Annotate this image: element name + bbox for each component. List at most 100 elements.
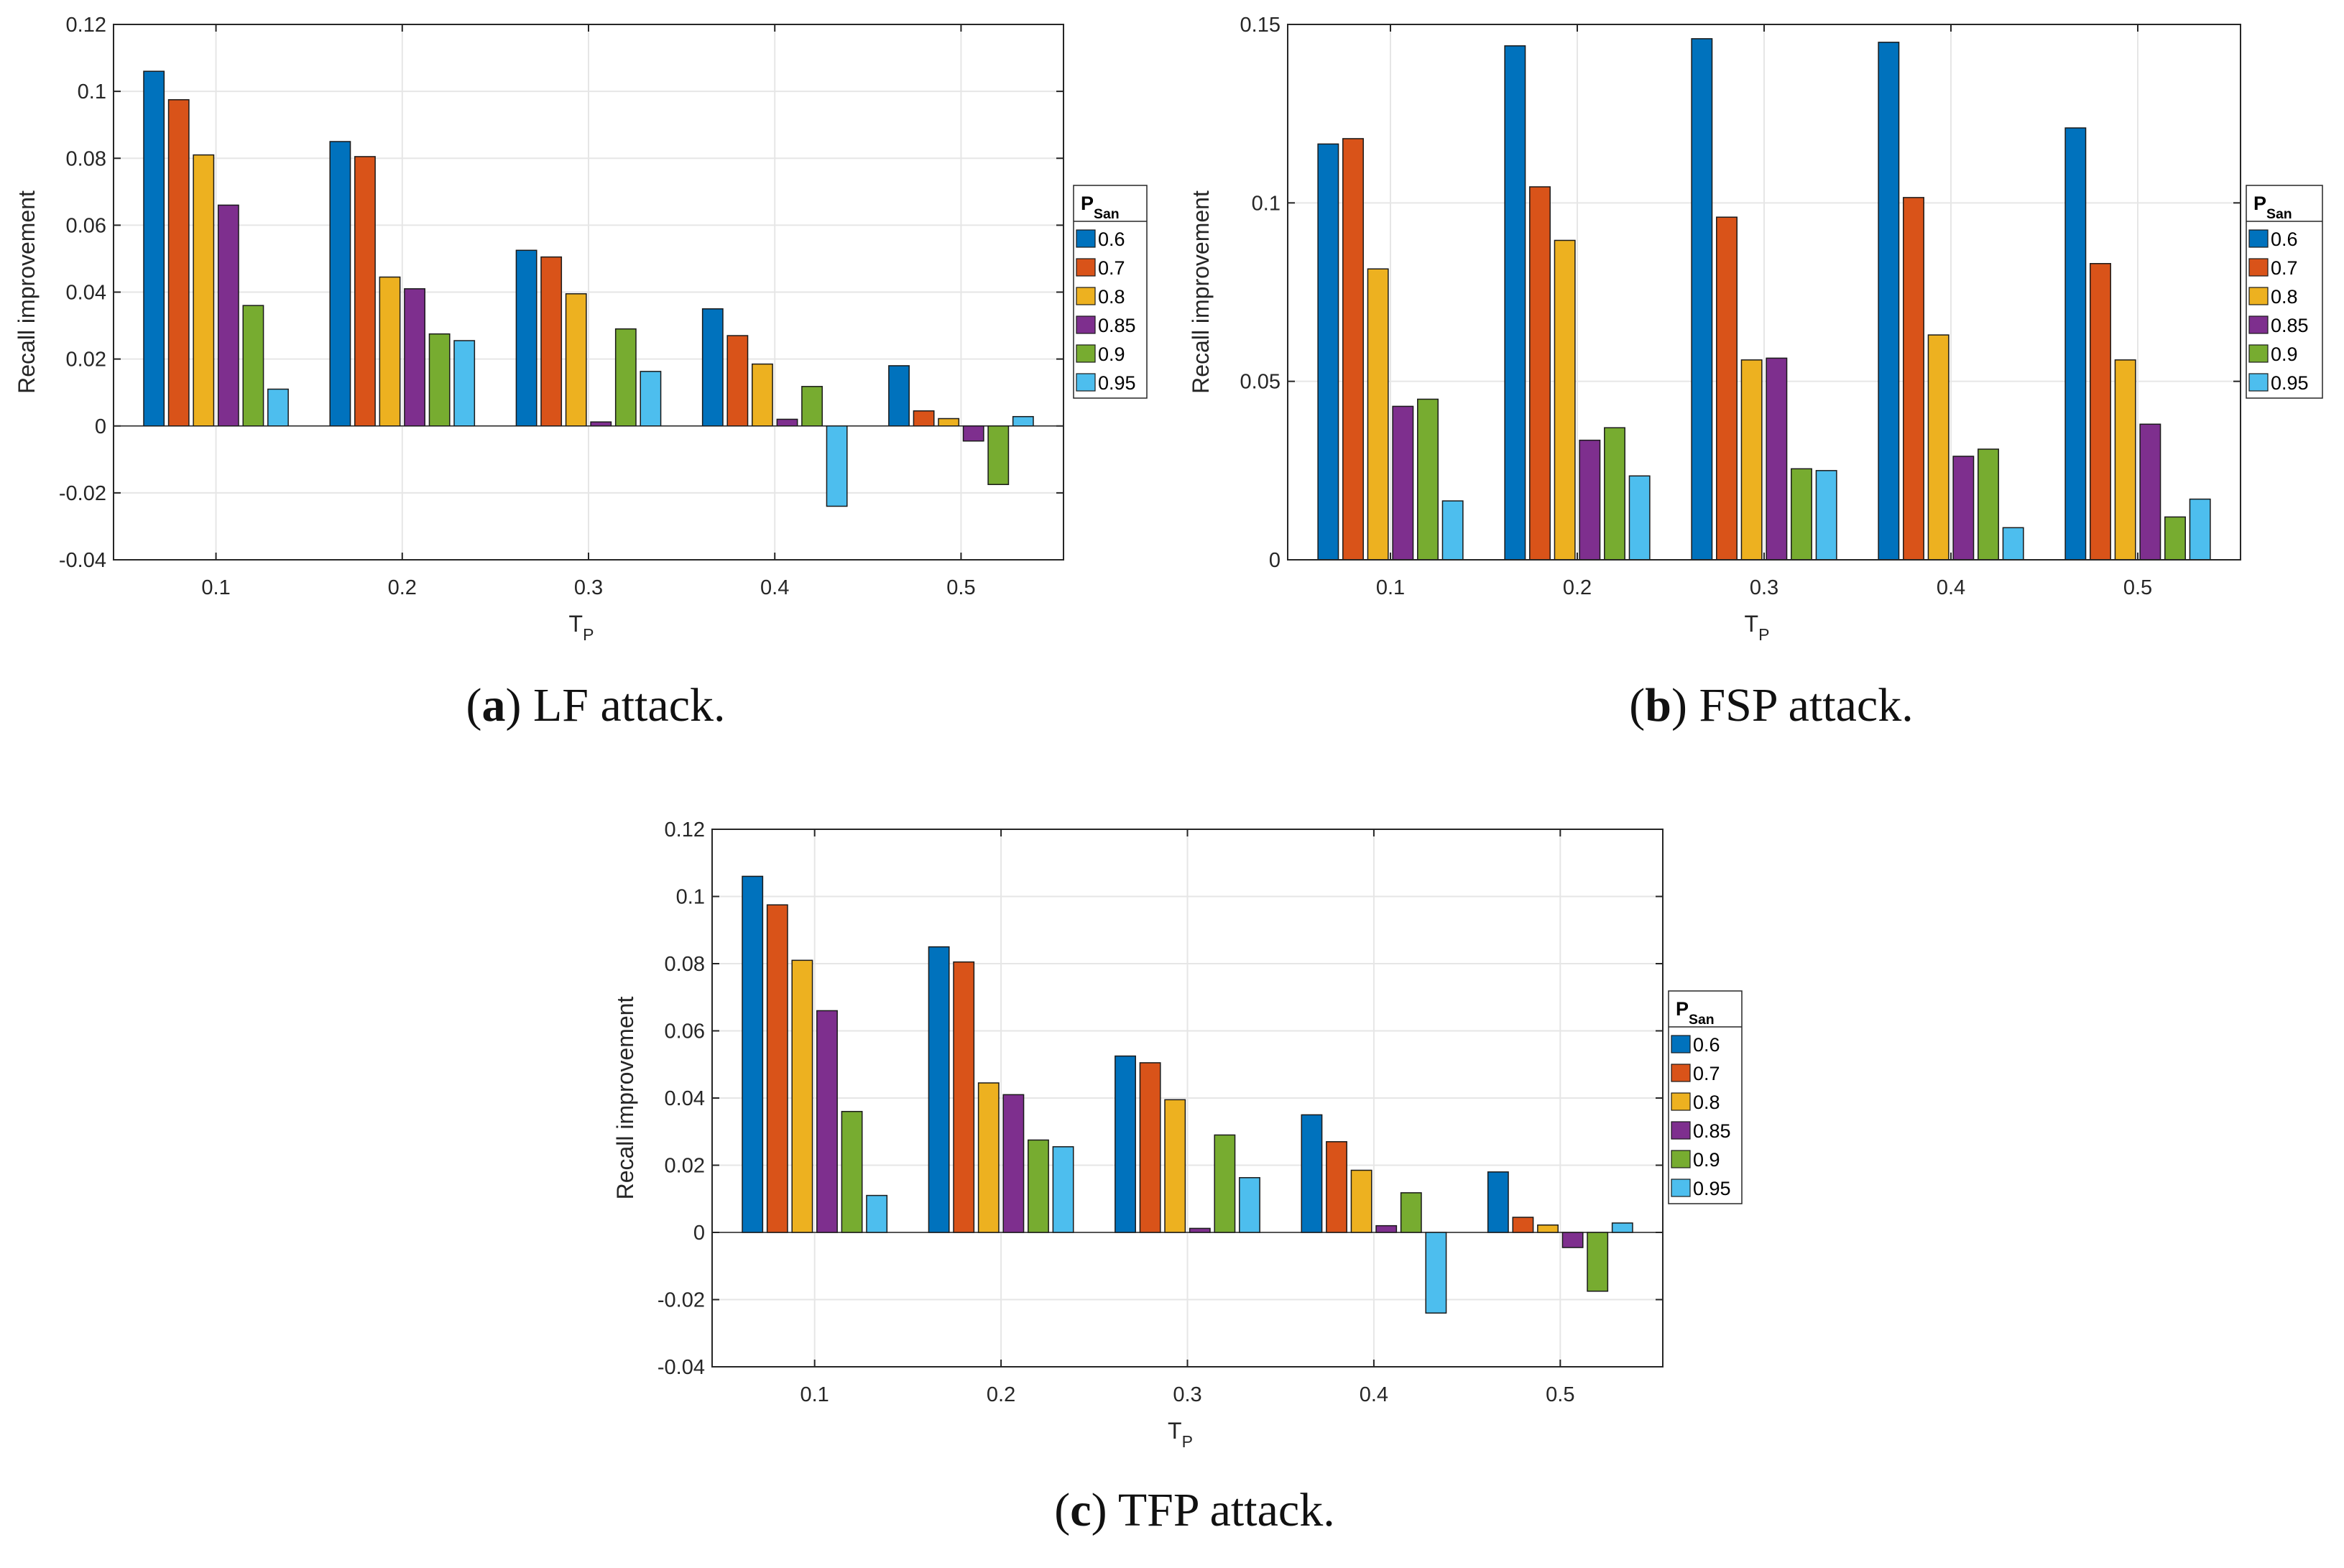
chart-caption: (a) LF attack. <box>466 679 725 732</box>
bar-series-1-cat-3 <box>1326 1141 1347 1233</box>
bar-series-4-cat-2 <box>614 328 637 427</box>
legend-title-sub: San <box>2266 206 2292 222</box>
bar-series-4-cat-4 <box>1587 1232 1609 1292</box>
bar-series-4-cat-1 <box>428 333 451 427</box>
bar-series-0-cat-4 <box>1487 1171 1509 1233</box>
bar-series-3-cat-2 <box>590 421 612 427</box>
bar-series-3-cat-3 <box>1952 456 1975 561</box>
legend-swatch <box>1671 1035 1691 1053</box>
legend: PSan 0.6 0.7 0.8 0.85 0.9 0.95 <box>2246 185 2323 399</box>
bar-series-4-cat-1 <box>1028 1139 1049 1233</box>
bar-series-4-cat-4 <box>2164 516 2186 561</box>
x-axis-label-main: T <box>1745 611 1759 637</box>
bar-series-4-cat-0 <box>1417 398 1439 561</box>
legend-title: PSan <box>1676 998 1715 1028</box>
bar-series-2-cat-0 <box>193 154 215 427</box>
caption-paren-open: ( <box>1629 679 1645 732</box>
y-tick-label: 0.12 <box>665 818 705 841</box>
bar-series-0-cat-3 <box>1301 1114 1323 1233</box>
bar-series-1-cat-1 <box>354 156 376 427</box>
legend-title-sub: San <box>1094 206 1120 222</box>
x-tick-label: 0.5 <box>946 576 975 599</box>
y-tick-label: 0.1 <box>78 80 106 103</box>
legend-title: PSan <box>2253 193 2292 222</box>
bar-series-3-cat-1 <box>1579 439 1601 561</box>
bar-series-5-cat-1 <box>1628 475 1651 561</box>
bar-series-1-cat-4 <box>2090 263 2111 561</box>
bar-series-3-cat-3 <box>776 418 798 427</box>
legend-swatch <box>1671 1092 1691 1111</box>
bar-series-5-cat-3 <box>826 425 848 507</box>
bar-series-3-cat-4 <box>962 425 984 442</box>
caption-paren-open: ( <box>1054 1484 1070 1536</box>
legend-entry: 0.95 <box>1693 1178 1731 1199</box>
bar-series-2-cat-1 <box>379 276 401 427</box>
bar-series-1-cat-0 <box>1342 138 1364 561</box>
y-tick-label: -0.02 <box>59 482 106 505</box>
legend-entry: 0.7 <box>2271 257 2298 279</box>
y-tick-label: 0.02 <box>66 349 106 372</box>
legend-swatch <box>2248 258 2269 277</box>
x-tick-label: 0.2 <box>1563 576 1592 599</box>
legend-entry: 0.95 <box>2271 372 2309 394</box>
bar-series-5-cat-3 <box>2002 527 2024 561</box>
legend-entry: 0.9 <box>2271 343 2298 365</box>
bar-series-4-cat-3 <box>1978 448 1999 561</box>
caption-letter: c <box>1070 1484 1091 1536</box>
legend-entry: 0.85 <box>1693 1120 1731 1142</box>
caption-paren-open: ( <box>466 679 481 732</box>
bar-series-2-cat-3 <box>1350 1169 1372 1233</box>
bar-series-1-cat-0 <box>766 904 788 1233</box>
x-axis-label-main: T <box>1168 1418 1182 1444</box>
bar-series-0-cat-0 <box>1317 143 1339 561</box>
y-axis-label: Recall improvement <box>14 190 40 394</box>
x-tick-label: 0.4 <box>1937 576 1965 599</box>
bar-series-2-cat-2 <box>1164 1099 1186 1233</box>
legend-swatch <box>1671 1121 1691 1140</box>
x-tick-label: 0.4 <box>760 576 789 599</box>
caption-text: LF attack. <box>533 679 726 732</box>
legend: PSan 0.6 0.7 0.8 0.85 0.9 0.95 <box>1073 185 1148 399</box>
legend-swatch <box>1076 315 1096 334</box>
bar-series-0-cat-4 <box>2064 127 2087 561</box>
bar-series-1-cat-4 <box>913 410 935 427</box>
bar-series-4-cat-4 <box>987 425 1010 485</box>
bar-series-4-cat-3 <box>1400 1192 1422 1233</box>
legend-title-sub: San <box>1689 1012 1715 1028</box>
bar-series-2-cat-1 <box>977 1082 1000 1233</box>
legend-entry: 0.9 <box>1693 1149 1720 1171</box>
bar-series-2-cat-2 <box>1740 359 1763 561</box>
axes-box <box>113 24 1064 561</box>
caption-text: TFP attack. <box>1118 1484 1335 1536</box>
legend-swatch <box>2248 315 2269 334</box>
legend-swatch <box>2248 229 2269 248</box>
bar-series-2-cat-2 <box>565 293 587 427</box>
y-tick-label: -0.04 <box>657 1356 705 1379</box>
y-tick-label: 0.12 <box>66 14 106 37</box>
legend-swatch <box>1671 1150 1691 1168</box>
axes-box <box>711 829 1664 1368</box>
caption-text: FSP attack. <box>1699 679 1913 732</box>
axes-box <box>1287 24 2241 561</box>
bar-series-3-cat-2 <box>1189 1227 1211 1233</box>
x-tick-label: 0.5 <box>1546 1383 1574 1406</box>
x-tick-label: 0.2 <box>987 1383 1015 1406</box>
chart-panel-a: -0.04 -0.02 0 0.02 0.04 0.06 0.08 0.1 0.12 0.1 0.2… <box>14 14 1148 732</box>
legend-entry: 0.85 <box>1098 315 1136 336</box>
bar-series-3-cat-1 <box>1002 1094 1025 1233</box>
chart-caption: (c) TFP attack. <box>1054 1484 1334 1536</box>
y-tick-label: 0.15 <box>1240 14 1281 37</box>
bar-series-2-cat-0 <box>791 959 813 1233</box>
bar-series-3-cat-4 <box>1561 1232 1584 1248</box>
bar-series-1-cat-2 <box>540 256 563 427</box>
x-axis-label-sub: P <box>583 625 594 644</box>
y-tick-label: 0.06 <box>66 214 106 237</box>
bar-series-4-cat-2 <box>1791 468 1812 561</box>
bar-series-3-cat-4 <box>2139 423 2161 561</box>
legend-entry: 0.6 <box>1693 1034 1720 1056</box>
bar-series-2-cat-3 <box>1927 334 1950 561</box>
legend-entry: 0.7 <box>1098 257 1125 279</box>
bar-series-0-cat-3 <box>701 308 724 427</box>
legend-entry: 0.95 <box>1098 372 1136 394</box>
